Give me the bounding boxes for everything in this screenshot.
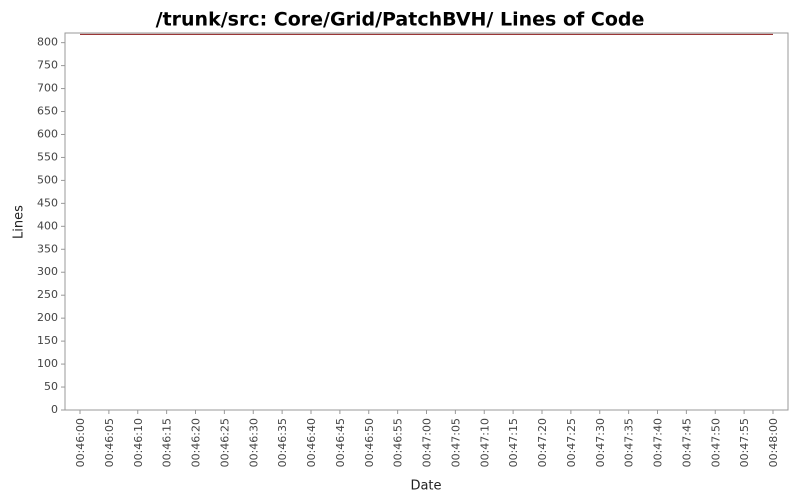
x-tick-label: 00:47:15 (507, 418, 520, 467)
x-tick-label: 00:46:15 (161, 418, 174, 467)
x-axis-title: Date (410, 479, 441, 494)
x-tick-label: 00:47:50 (709, 418, 722, 467)
x-tick-label: 00:47:45 (680, 418, 693, 467)
x-tick-label: 00:46:00 (74, 418, 87, 467)
chart-title: /trunk/src: Core/Grid/PatchBVH/ Lines of… (156, 9, 645, 31)
x-tick-label: 00:47:25 (565, 418, 578, 467)
x-tick-label: 00:46:20 (190, 418, 203, 467)
y-tick-label: 500 (37, 173, 58, 186)
y-tick-label: 350 (37, 242, 58, 255)
y-tick-label: 100 (37, 357, 58, 370)
y-tick-label: 200 (37, 311, 58, 324)
x-tick-label: 00:46:25 (218, 418, 231, 467)
x-tick-label: 00:47:20 (536, 418, 549, 467)
x-tick-label: 00:46:50 (363, 418, 376, 467)
x-tick-label: 00:47:30 (594, 418, 607, 467)
x-tick-label: 00:46:55 (392, 418, 405, 467)
x-tick-label: 00:47:40 (652, 418, 665, 467)
y-tick-label: 150 (37, 334, 58, 347)
y-tick-label: 650 (37, 105, 58, 118)
x-tick-label: 00:46:40 (305, 418, 318, 467)
y-tick-label: 300 (37, 265, 58, 278)
x-tick-label: 00:46:10 (132, 418, 145, 467)
y-tick-label: 50 (44, 380, 58, 393)
y-tick-label: 600 (37, 127, 58, 140)
x-tick-label: 00:46:30 (247, 418, 260, 467)
x-tick-label: 00:46:45 (334, 418, 347, 467)
x-tick-label: 00:47:00 (421, 418, 434, 467)
x-tick-label: 00:47:10 (478, 418, 491, 467)
x-tick-label: 00:47:05 (449, 418, 462, 467)
y-tick-label: 700 (37, 82, 58, 95)
x-tick-label: 00:46:35 (276, 418, 289, 467)
y-tick-label: 400 (37, 219, 58, 232)
y-tick-label: 750 (37, 59, 58, 72)
y-tick-label: 550 (37, 150, 58, 163)
plot-area (64, 32, 789, 411)
y-tick-label: 800 (37, 36, 58, 49)
x-tick-label: 00:47:55 (738, 418, 751, 467)
x-tick-label: 00:47:35 (623, 418, 636, 467)
y-axis-title: Lines (12, 205, 27, 239)
x-tick-label: 00:46:05 (103, 418, 116, 467)
y-tick-label: 450 (37, 196, 58, 209)
y-tick-label: 250 (37, 288, 58, 301)
x-tick-label: 00:48:00 (767, 418, 780, 467)
y-tick-label: 0 (51, 403, 58, 416)
